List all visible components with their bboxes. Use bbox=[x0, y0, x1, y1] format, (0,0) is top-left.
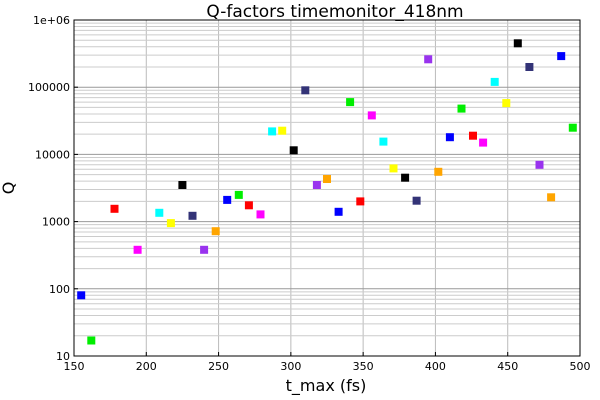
chart-title: Q-factors timemonitor_418nm bbox=[206, 2, 463, 22]
data-point bbox=[268, 127, 277, 136]
data-points bbox=[77, 39, 577, 345]
data-point bbox=[188, 211, 197, 220]
y-tick-label: 1e+06 bbox=[33, 14, 70, 27]
data-point bbox=[77, 291, 86, 300]
x-tick-label: 350 bbox=[353, 360, 374, 373]
data-point bbox=[513, 39, 522, 48]
data-point bbox=[312, 181, 321, 189]
data-point bbox=[234, 190, 243, 199]
y-tick-label: 10 bbox=[56, 350, 70, 363]
data-point bbox=[166, 219, 175, 228]
x-axis-label: t_max (fs) bbox=[286, 376, 367, 396]
data-point bbox=[457, 104, 466, 113]
y-axis-label: Q bbox=[0, 182, 18, 195]
x-tick-label: 300 bbox=[280, 360, 301, 373]
data-point bbox=[445, 133, 454, 142]
axis-ticks: 150 200 250 300 350 400 450 500 10 100 1000 10000 10… bbox=[28, 14, 591, 373]
x-tick-label: 200 bbox=[136, 360, 157, 373]
x-tick-label: 450 bbox=[497, 360, 518, 373]
data-point bbox=[278, 126, 287, 135]
data-point bbox=[424, 55, 433, 64]
data-point bbox=[110, 204, 119, 213]
y-tick-label: 100000 bbox=[28, 81, 70, 94]
data-point bbox=[356, 197, 365, 206]
data-point bbox=[211, 227, 220, 236]
data-point bbox=[557, 52, 566, 61]
y-tick-label: 10000 bbox=[35, 148, 70, 161]
data-point bbox=[367, 111, 376, 120]
data-point bbox=[244, 201, 253, 210]
data-point bbox=[223, 195, 232, 204]
data-point bbox=[133, 245, 142, 254]
data-point bbox=[434, 167, 443, 176]
data-point bbox=[401, 173, 410, 182]
data-point bbox=[479, 138, 488, 147]
y-tick-label: 100 bbox=[49, 283, 70, 296]
data-point bbox=[568, 123, 577, 132]
plot-frame bbox=[73, 19, 581, 357]
data-point bbox=[412, 196, 421, 205]
data-point bbox=[87, 336, 96, 345]
x-tick-label: 150 bbox=[64, 360, 85, 373]
y-tick-label: 1000 bbox=[42, 216, 70, 229]
data-point bbox=[547, 193, 556, 202]
data-point bbox=[301, 86, 310, 95]
data-point bbox=[200, 245, 209, 254]
data-point bbox=[323, 175, 331, 183]
grid-lines bbox=[74, 20, 580, 356]
data-point bbox=[346, 98, 355, 107]
data-point bbox=[389, 164, 398, 173]
data-point bbox=[535, 160, 544, 169]
data-point bbox=[178, 181, 187, 189]
data-point bbox=[256, 210, 265, 219]
data-point bbox=[289, 146, 298, 155]
data-point bbox=[525, 63, 534, 71]
data-point bbox=[155, 208, 164, 217]
x-tick-label: 500 bbox=[570, 360, 591, 373]
x-tick-label: 400 bbox=[425, 360, 446, 373]
data-point bbox=[469, 131, 477, 140]
data-point bbox=[334, 207, 343, 216]
data-point bbox=[379, 137, 388, 146]
data-point bbox=[490, 77, 499, 86]
data-point bbox=[502, 99, 511, 108]
x-tick-label: 250 bbox=[208, 360, 229, 373]
